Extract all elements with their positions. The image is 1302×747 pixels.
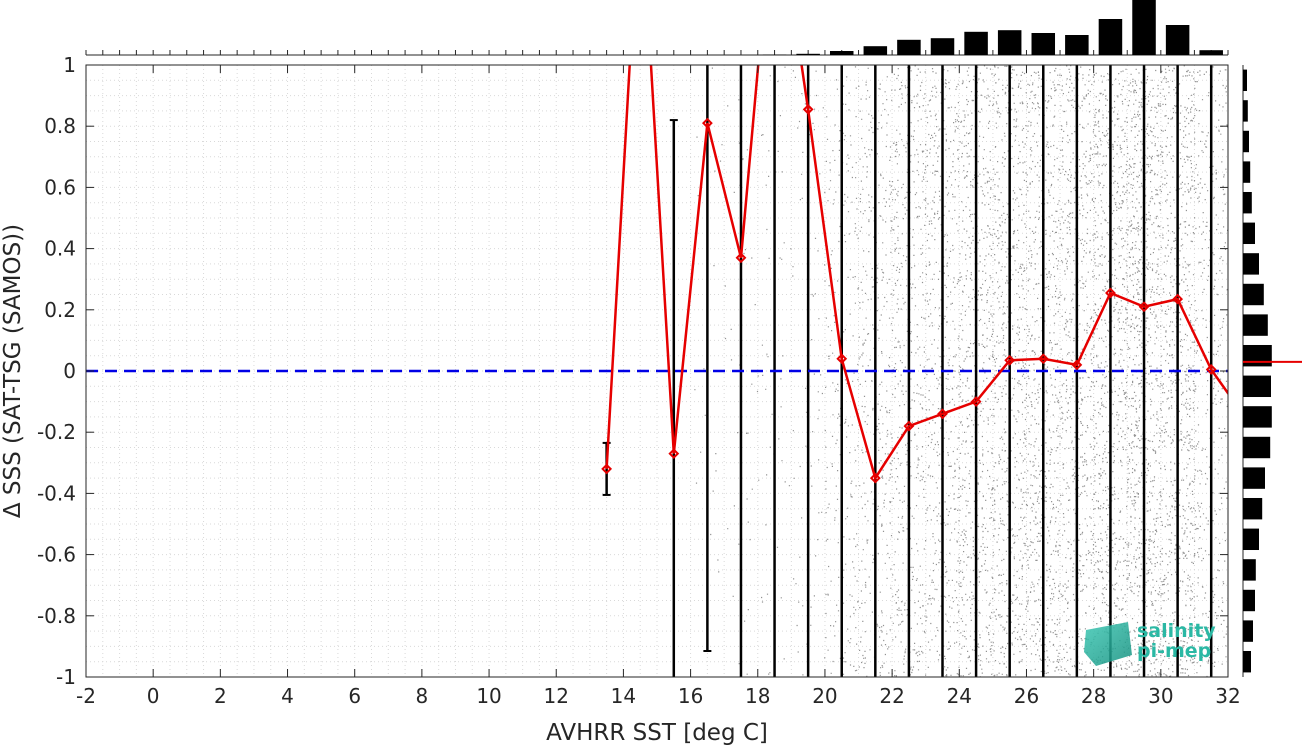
y-tick-label: 0.8 [44,114,76,138]
top-histogram-bar [829,51,854,55]
x-tick-label: 10 [476,684,501,708]
top-histogram-bar [863,46,888,55]
top-histogram-bar [930,38,955,55]
x-tick-label: -2 [76,684,96,708]
y-tick-label: 0.6 [44,175,76,199]
binned-mean-line [605,65,1228,482]
x-tick-label: 20 [812,684,837,708]
mean-marker [1172,293,1184,305]
right-histogram-bar [1243,314,1268,336]
x-tick-label: 4 [281,684,294,708]
right-histogram-bar [1243,436,1271,459]
x-tick-label: 12 [544,684,569,708]
right-histogram-bar [1243,253,1259,275]
top-histogram-bar [1031,33,1056,55]
mean-marker [1004,354,1016,366]
right-histogram-bar [1243,100,1248,122]
x-tick-label: 14 [611,684,636,708]
x-tick-label: 22 [879,684,904,708]
right-histogram-bar [1243,222,1255,245]
top-histogram-bar [1098,19,1123,55]
mean-marker [1071,359,1083,371]
mean-marker [668,448,680,460]
mean-marker [1205,364,1217,375]
right-histogram-bar [1243,191,1252,214]
right-histogram-bar [1243,406,1272,428]
top-histogram [85,0,1229,56]
right-histogram [1242,65,1302,677]
y-tick-label: 0.4 [44,237,76,261]
right-histogram-bar [1243,559,1256,581]
scatter-bin-points [892,65,927,677]
right-histogram-bar [1243,497,1263,520]
right-histogram-bar [1243,69,1247,92]
right-histogram-bar [1243,161,1251,183]
top-histogram-bar [964,31,988,55]
scatter-bin-points [724,93,759,675]
x-tick-label: 2 [214,684,227,708]
right-histogram-bar [1243,467,1265,489]
top-histogram-bar [796,53,820,55]
x-tick-label: 26 [1014,684,1039,708]
mean-marker [937,408,948,420]
mean-marker [836,353,848,365]
y-tick-label: 1 [63,53,76,77]
axes: -2 0 2 4 6 8 10 12 14 16 18 20 22 24 26 28 30 32-1-0.8-0.… [37,53,1241,708]
x-tick-label: 8 [416,684,429,708]
x-axis-label: AVHRR SST [deg C] [546,720,768,746]
mean-marker [601,463,613,475]
mean-marker [735,252,747,264]
y-tick-label: -0.2 [37,420,76,444]
y-tick-label: 0.2 [44,298,76,322]
y-tick-label: -0.4 [37,481,76,505]
mean-marker [1037,353,1049,365]
top-histogram-bar [1065,35,1089,55]
right-histogram-bar [1243,528,1259,551]
top-histogram-bar [1132,0,1156,55]
right-histogram-bar [1243,589,1255,612]
scatter-bin-points [993,65,1028,677]
right-histogram-bar [1243,130,1249,153]
top-histogram-bar [1165,25,1190,55]
x-tick-label: 0 [147,684,160,708]
logo-line-2: pi-mep [1137,640,1211,662]
y-tick-label: -1 [56,665,76,689]
top-histogram-bar [897,39,921,55]
x-tick-label: 24 [947,684,972,708]
right-histogram-bar [1243,375,1271,398]
x-tick-label: 30 [1148,684,1173,708]
x-tick-label: 18 [745,684,770,708]
scatter-bin-points [1060,65,1095,677]
y-tick-label: -0.6 [37,543,76,567]
x-tick-label: 16 [678,684,703,708]
right-histogram-bar [1243,650,1251,673]
mean-marker [1138,301,1150,313]
y-tick-label: -0.8 [37,604,76,628]
logo-mark-icon [1084,622,1132,666]
salinity-pi-mep-logo: salinity pi-mep [1084,620,1216,666]
mean-marker [903,420,915,432]
mean-marker [970,396,982,408]
binned-mean-markers [601,103,1217,484]
mean-marker [701,117,713,129]
mean-marker [869,472,881,484]
right-histogram-bar [1243,283,1264,306]
x-tick-label: 32 [1215,684,1240,708]
mean-marker [1105,287,1116,299]
y-tick-label: 0 [63,359,76,383]
top-histogram-bar [997,30,1022,55]
x-tick-label: 28 [1081,684,1106,708]
top-histogram-bar [1199,50,1223,55]
y-axis-label: Δ SSS (SAT-TSG (SAMOS)) [0,224,26,518]
logo-line-1: salinity [1137,620,1216,642]
x-tick-label: 6 [348,684,361,708]
right-histogram-bar [1243,620,1253,642]
mean-marker [802,103,814,115]
right-histogram-bar [1243,344,1272,367]
